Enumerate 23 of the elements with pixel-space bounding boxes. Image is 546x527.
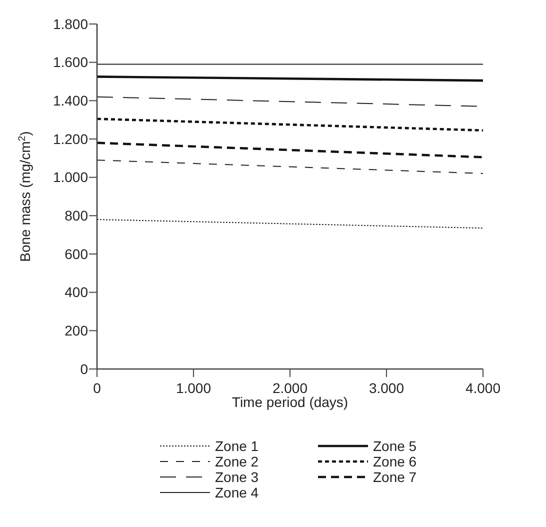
x-tick-label: 4.000	[465, 380, 501, 396]
y-tick-label: 1.600	[52, 54, 88, 70]
legend-label: Zone 1	[215, 438, 259, 454]
y-tick-label: 1.000	[52, 169, 88, 186]
x-tick-label: 1.000	[176, 380, 212, 396]
y-tick-label: 600	[64, 246, 88, 262]
y-tick-label: 800	[64, 208, 88, 224]
y-tick-label: 1.800	[52, 16, 88, 32]
y-tick-label: 400	[64, 284, 88, 300]
y-tick-label: 0	[80, 360, 88, 377]
legend-label: Zone 4	[215, 484, 259, 500]
legend-label: Zone 3	[215, 468, 259, 485]
y-tick-label: 200	[64, 322, 88, 339]
x-tick-label: 2.000	[272, 380, 308, 396]
y-tick-label: 1.200	[52, 130, 88, 147]
legend-label: Zone 7	[373, 468, 417, 485]
x-axis-title: Time period (days)	[232, 394, 348, 410]
legend-label: Zone 2	[215, 453, 259, 470]
legend-label: Zone 5	[373, 438, 417, 454]
x-tick-label: 3.000	[368, 380, 404, 396]
x-tick-label: 0	[93, 380, 102, 396]
legend-label: Zone 6	[373, 453, 417, 470]
y-tick-label: 1.400	[52, 92, 88, 109]
